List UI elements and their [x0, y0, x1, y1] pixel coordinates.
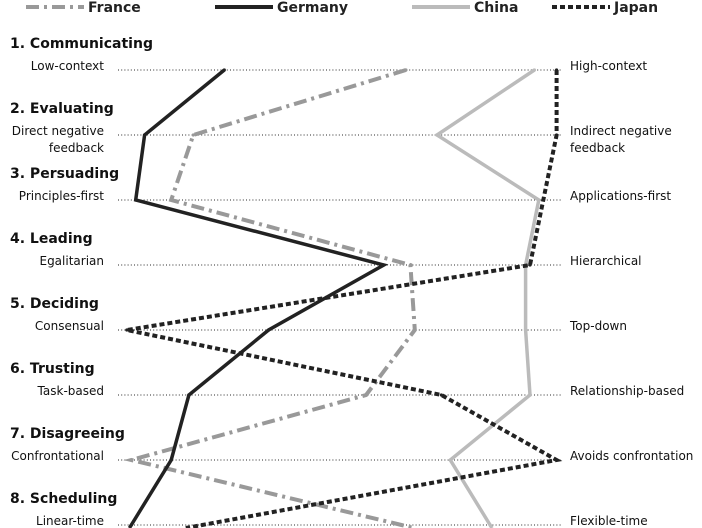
- legend: France Germany China Japan: [26, 0, 658, 16]
- right-pole-evaluating: Indirect negative feedback: [570, 124, 672, 155]
- left-pole-trusting: Task-based: [37, 384, 104, 398]
- legend-label-japan: Japan: [613, 0, 658, 16]
- dimension-title-disagreeing: 7. Disagreeing: [10, 426, 125, 442]
- right-pole-trusting: Relationship-based: [570, 384, 684, 398]
- right-pole-scheduling: Flexible-time: [570, 514, 648, 528]
- dimension-title-scheduling: 8. Scheduling: [10, 491, 117, 507]
- legend-label-china: China: [474, 0, 518, 16]
- left-pole-disagreeing: Confrontational: [11, 449, 104, 463]
- left-pole-deciding: Consensual: [35, 319, 104, 333]
- data-point-china-deciding: [523, 328, 528, 332]
- data-point-china-communicating: [532, 68, 537, 72]
- data-point-france-trusting: [364, 393, 368, 397]
- left-pole-communicating: Low-context: [31, 59, 104, 73]
- dimension-title-deciding: 5. Deciding: [10, 296, 99, 312]
- data-point-france-leading: [408, 263, 412, 267]
- series-line-germany: [127, 68, 389, 528]
- data-point-germany-evaluating: [142, 133, 147, 137]
- series-line-france: [123, 68, 417, 528]
- right-pole-persuading: Applications-first: [570, 189, 671, 203]
- data-point-japan-scheduling: [200, 523, 204, 527]
- data-point-japan-trusting: [439, 393, 443, 397]
- data-point-germany-disagreeing: [169, 458, 173, 462]
- data-point-france-communicating: [404, 68, 408, 72]
- data-point-japan-leading: [528, 263, 532, 267]
- data-point-france-disagreeing: [129, 458, 133, 462]
- data-point-china-disagreeing: [448, 458, 452, 462]
- dimension-title-leading: 4. Leading: [10, 231, 93, 247]
- data-point-germany-deciding: [267, 328, 271, 332]
- series-line-japan: [126, 70, 563, 528]
- data-point-japan-disagreeing: [554, 458, 559, 462]
- left-pole-leading: Egalitarian: [39, 254, 104, 268]
- legend-label-germany: Germany: [277, 0, 348, 16]
- data-point-china-scheduling: [488, 523, 492, 527]
- right-pole-deciding: Top-down: [569, 319, 627, 333]
- data-point-japan-deciding: [125, 328, 129, 332]
- left-pole-scheduling: Linear-time: [36, 514, 104, 528]
- legend-label-france: France: [88, 0, 141, 16]
- dimension-title-persuading: 3. Persuading: [10, 166, 119, 182]
- data-point-china-evaluating: [435, 133, 439, 137]
- data-point-germany-scheduling: [129, 523, 133, 527]
- data-point-germany-leading: [382, 263, 386, 267]
- dimension-title-trusting: 6. Trusting: [10, 361, 95, 377]
- data-point-france-evaluating: [191, 133, 195, 137]
- dimension-title-communicating: 1. Communicating: [10, 36, 153, 52]
- data-point-france-deciding: [413, 328, 417, 332]
- right-pole-leading: Hierarchical: [570, 254, 642, 268]
- right-pole-disagreeing: Avoids confrontation: [570, 449, 693, 463]
- data-point-france-persuading: [169, 198, 173, 202]
- dimension-guides: [118, 69, 561, 526]
- data-point-germany-trusting: [187, 393, 191, 397]
- dimension-title-evaluating: 2. Evaluating: [10, 101, 114, 117]
- series-lines: [123, 68, 563, 528]
- data-point-japan-communicating: [554, 68, 559, 72]
- data-point-germany-persuading: [134, 198, 138, 202]
- dimension-labels: 1. Communicating Low-context High-context 2…: [10, 36, 693, 528]
- left-pole-persuading: Principles-first: [19, 189, 104, 203]
- right-pole-communicating: High-context: [570, 59, 647, 73]
- data-point-china-trusting: [528, 393, 532, 397]
- data-point-france-scheduling: [399, 523, 404, 527]
- data-point-japan-evaluating: [554, 133, 559, 137]
- data-point-japan-persuading: [541, 198, 545, 202]
- left-pole-evaluating: Direct negative feedback: [12, 124, 104, 155]
- data-point-germany-communicating: [222, 68, 226, 72]
- data-point-china-persuading: [537, 198, 541, 202]
- series-line-china: [433, 68, 541, 528]
